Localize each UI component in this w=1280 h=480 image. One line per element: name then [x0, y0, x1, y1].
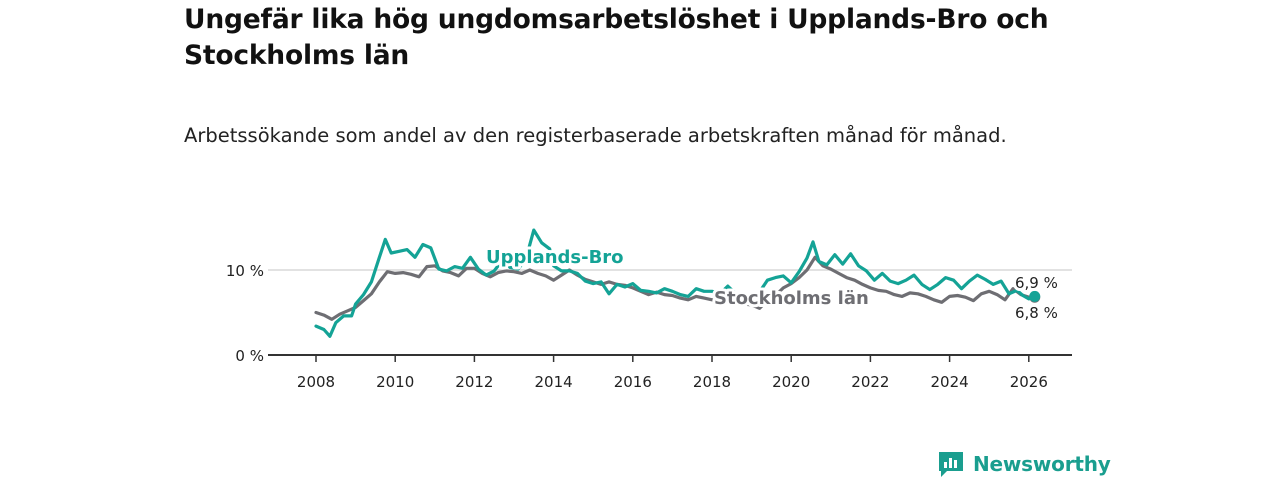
- x-tick-label: 2012: [455, 373, 493, 391]
- x-tick-label: 2022: [851, 373, 889, 391]
- series-label-stockholms-lan: Stockholms län: [714, 288, 869, 309]
- x-axis-ticks: 2008 2010 2012 2014 2016 2018 2020 2022 2024 2026: [297, 355, 1048, 391]
- chart-subtitle: Arbetssökande som andel av den registerb…: [184, 124, 1007, 147]
- x-tick-label: 2026: [1010, 373, 1048, 391]
- x-tick-label: 2010: [376, 373, 414, 391]
- series-label-upplands-bro: Upplands-Bro: [486, 247, 624, 268]
- x-tick-label: 2014: [535, 373, 573, 391]
- brand-name: Newsworthy: [973, 452, 1111, 476]
- end-value-label-stockholms-lan: 6,8 %: [1015, 304, 1058, 322]
- x-tick-label: 2016: [614, 373, 652, 391]
- x-tick-label: 2020: [772, 373, 810, 391]
- x-tick-label: 2008: [297, 373, 335, 391]
- end-value-label-upplands-bro: 6,9 %: [1015, 274, 1058, 292]
- series-labels: Upplands-Bro Stockholms län 6,9 % 6,8 %: [483, 244, 1061, 325]
- series-line-stockholms-l-n: [314, 255, 1037, 321]
- y-axis-ticks: 0 % 10 %: [226, 262, 264, 365]
- chart-title: Ungefär lika hög ungdomsarbetslöshet i U…: [184, 4, 1049, 71]
- x-tick-label: 2024: [931, 373, 969, 391]
- newsworthy-logo: Newsworthy: [937, 448, 1111, 480]
- series-lines: [314, 228, 1041, 338]
- end-point-upplands-bro: [1029, 290, 1041, 302]
- y-tick-label: 10 %: [226, 262, 264, 280]
- y-tick-label: 0 %: [235, 347, 264, 365]
- newsworthy-logo-icon: [939, 452, 963, 477]
- x-tick-label: 2018: [693, 373, 731, 391]
- series-line-upplands-bro: [314, 228, 1037, 338]
